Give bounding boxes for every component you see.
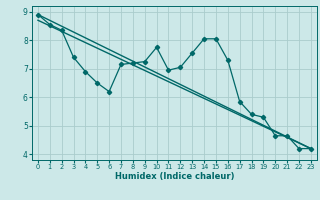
X-axis label: Humidex (Indice chaleur): Humidex (Indice chaleur) [115, 172, 234, 181]
